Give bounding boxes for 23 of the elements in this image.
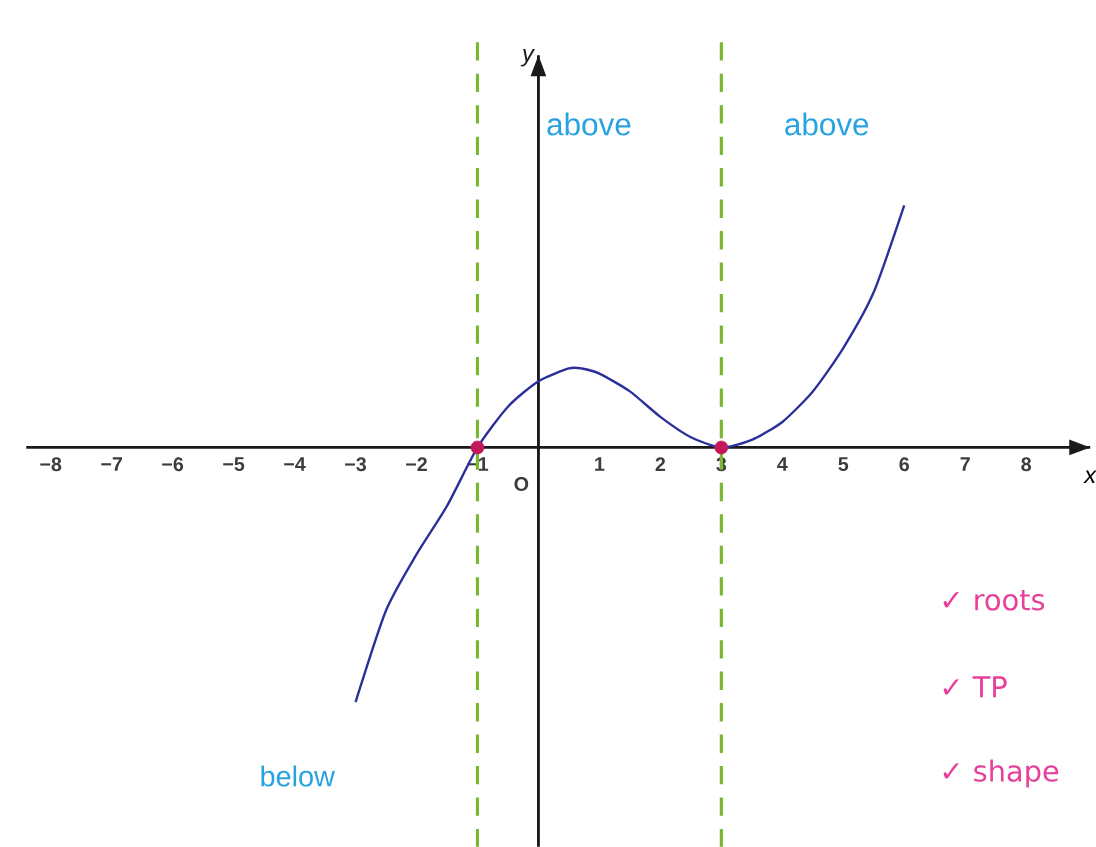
x-tick-label: 5 xyxy=(838,457,849,472)
text: above xyxy=(547,112,631,136)
x-tick-label: −8 xyxy=(40,457,62,472)
x-tick-label: 8 xyxy=(1021,457,1032,472)
x-axis-title: x xyxy=(1083,470,1096,484)
annotation: ✓ roots xyxy=(943,590,1045,611)
x-tick-label: −4 xyxy=(284,457,306,471)
text: y xyxy=(520,49,535,67)
text: ✓ shape xyxy=(943,759,1059,788)
annotation: ✓ TP xyxy=(943,676,1007,698)
x-tick-label: −7 xyxy=(101,457,122,471)
x-tick-label: −3 xyxy=(345,457,367,472)
x-tick-label: 7 xyxy=(960,457,970,471)
x-tick-label: 4 xyxy=(777,457,788,471)
x-tick-label: −6 xyxy=(162,457,184,472)
x-tick-label: 6 xyxy=(899,457,909,472)
x-tick-label: −5 xyxy=(223,457,245,472)
text: below xyxy=(261,765,335,787)
x-tick-label: 1 xyxy=(595,457,605,471)
x-tick-label: 2 xyxy=(655,457,666,472)
x-tick-label: −2 xyxy=(406,457,427,472)
annotation: O xyxy=(514,477,529,492)
text: above xyxy=(785,112,869,136)
